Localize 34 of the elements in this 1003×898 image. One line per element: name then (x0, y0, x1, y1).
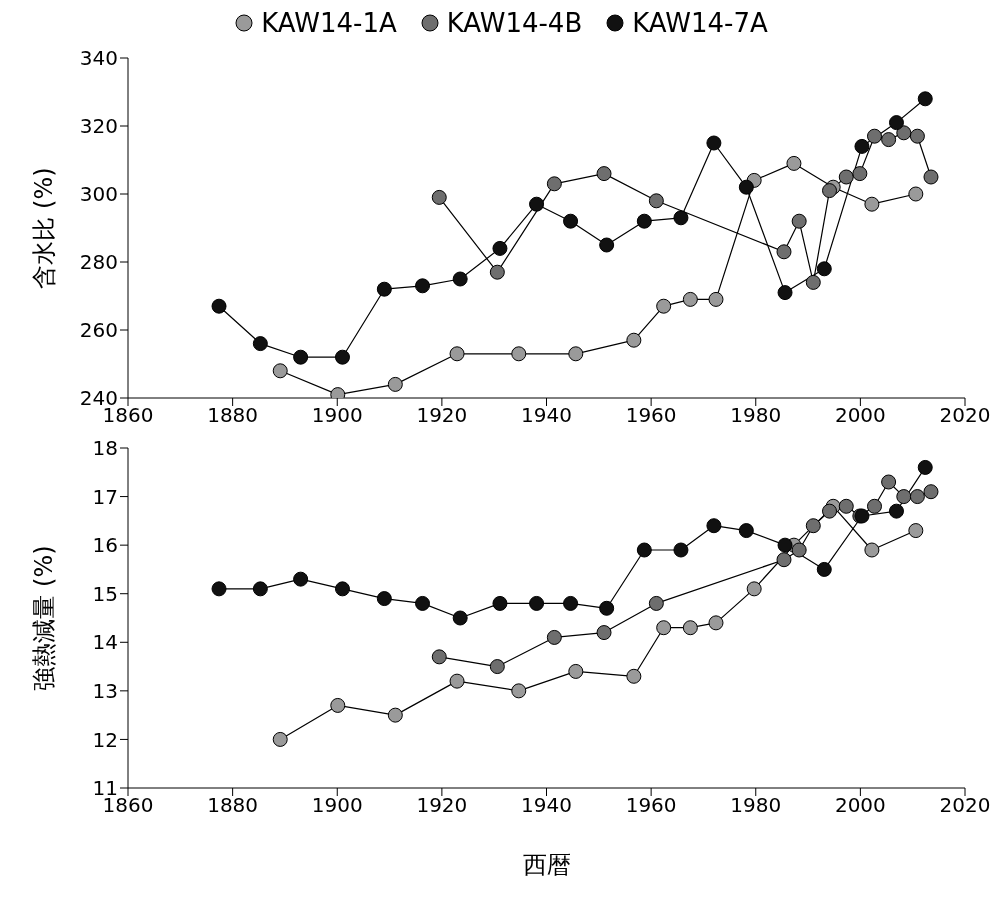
y-axis-title: 含水比 (%) (29, 167, 58, 289)
x-tick-label: 2000 (834, 793, 886, 818)
y-tick-label: 300 (79, 182, 118, 207)
legend-label: KAW14-7A (632, 8, 768, 38)
legend-label: KAW14-4B (446, 8, 583, 38)
y-tick-label: 15 (92, 581, 118, 606)
x-tick-label: 2000 (834, 403, 886, 428)
x-axis-title: 西暦 (522, 851, 571, 879)
x-tick-label: 1960 (625, 793, 677, 818)
x-tick-label: 1900 (311, 403, 363, 428)
x-tick-label: 1940 (521, 403, 572, 428)
y-tick-label: 280 (79, 250, 118, 275)
y-tick-label: 320 (79, 114, 118, 139)
y-tick-label: 17 (92, 484, 118, 509)
y-tick-label: 12 (92, 727, 118, 752)
x-tick-label: 2020 (939, 793, 991, 818)
x-tick-label: 1940 (521, 793, 572, 818)
x-tick-label: 1920 (416, 793, 468, 818)
x-tick-label: 1980 (730, 403, 782, 428)
x-tick-label: 1920 (416, 403, 468, 428)
y-tick-label: 340 (79, 46, 118, 71)
y-tick-label: 18 (92, 436, 118, 461)
y-tick-label: 260 (79, 318, 118, 343)
x-tick-label: 2020 (939, 403, 991, 428)
legend-label: KAW14-1A (261, 8, 397, 38)
x-tick-label: 1980 (730, 793, 782, 818)
x-tick-label: 1880 (207, 793, 259, 818)
x-tick-label: 1960 (625, 403, 677, 428)
y-tick-label: 13 (92, 678, 118, 703)
y-axis-title: 強熱減量 (%) (29, 545, 58, 691)
y-tick-label: 16 (92, 533, 118, 558)
x-tick-label: 1900 (311, 793, 363, 818)
x-tick-label: 1880 (207, 403, 259, 428)
y-tick-label: 14 (92, 630, 118, 655)
